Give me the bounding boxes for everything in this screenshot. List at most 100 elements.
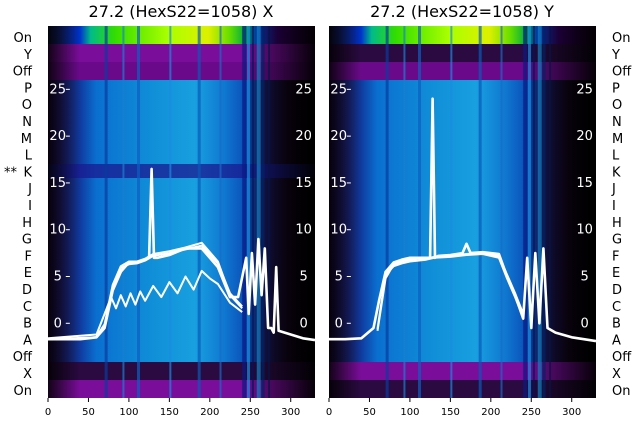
heatmap-panel-x: 0 0 5 5 10 10 15 15 20 20 25 25 [48, 26, 315, 398]
row-label: I [612, 199, 616, 214]
x-tick-label: 50 [363, 407, 376, 418]
x-tick-label: 100 [400, 407, 419, 418]
row-label: A [23, 333, 32, 348]
row-label: H [612, 216, 622, 231]
y-tick-label: 0 [54, 316, 62, 331]
y-tick-label: 15 [330, 176, 347, 191]
row-label: G [22, 233, 32, 248]
y-axis-ticks: 0 0 5 5 10 10 15 15 20 20 25 25 [49, 82, 312, 331]
x-tick-label: 50 [82, 407, 95, 418]
y-tick-label: 0 [581, 316, 589, 331]
marked-row-indicator: ** [4, 165, 18, 180]
y-tick-label: 20 [295, 129, 312, 144]
row-label: M [21, 132, 32, 147]
row-label: F [612, 249, 619, 264]
y-tick-label: 10 [49, 223, 66, 238]
x-tick-label: 150 [160, 407, 179, 418]
x-tick-label: 150 [441, 407, 460, 418]
row-label: A [612, 333, 621, 348]
trace-lines [48, 167, 315, 342]
y-tick-label: 0 [300, 316, 308, 331]
row-label: On [612, 384, 630, 399]
x-axis-ticks-y: 0 50 100 150 200 250 300 [326, 398, 581, 418]
y-tick-label: 15 [576, 176, 593, 191]
row-label: On [14, 31, 32, 46]
row-label: B [23, 317, 32, 332]
y-tick-label: 25 [330, 82, 347, 97]
chart-title-x: 27.2 (HexS22=1058) X [89, 2, 274, 21]
row-label: M [612, 132, 623, 147]
y-tick-label: 5 [300, 270, 308, 285]
row-label: D [22, 283, 32, 298]
row-label: F [25, 249, 32, 264]
row-label: L [25, 149, 33, 164]
y-tick-label: 20 [49, 129, 66, 144]
x-tick-label: 200 [481, 407, 500, 418]
y-tick-label: 10 [576, 223, 593, 238]
y-tick-label: 0 [335, 316, 343, 331]
y-tick-label: 5 [54, 270, 62, 285]
trace-line [329, 97, 596, 343]
heatmap-edge-shading [329, 26, 596, 398]
x-tick-label: 100 [119, 407, 138, 418]
row-label: X [23, 367, 32, 382]
row-label: Off [612, 65, 632, 80]
heatmap-edge-shading [48, 26, 315, 398]
y-tick-label: 10 [295, 223, 312, 238]
trace-line [95, 241, 243, 337]
row-label: C [23, 300, 32, 315]
heatmap-panel-y: 0 0 5 5 10 10 15 15 20 20 25 25 [329, 26, 596, 398]
row-label: X [612, 367, 621, 382]
x-tick-label: 250 [241, 407, 260, 418]
row-label: Off [13, 350, 33, 365]
y-tick-label: 15 [295, 176, 312, 191]
row-label: K [612, 165, 621, 180]
row-label: E [612, 266, 620, 281]
x-tick-label: 250 [522, 407, 541, 418]
row-label: B [612, 317, 621, 332]
row-label: P [24, 81, 32, 96]
trace-line [376, 253, 525, 330]
x-tick-label: 300 [562, 407, 581, 418]
row-label: Off [13, 65, 33, 80]
x-tick-label: 0 [45, 407, 51, 418]
row-label: K [23, 165, 32, 180]
row-label: N [22, 115, 32, 130]
row-label: On [612, 31, 630, 46]
x-tick-label: 0 [326, 407, 332, 418]
x-tick-label: 200 [200, 407, 219, 418]
row-label: L [612, 149, 620, 164]
row-label: O [22, 98, 32, 113]
row-label: P [612, 81, 620, 96]
row-label: Off [612, 350, 632, 365]
y-tick-label: 25 [49, 82, 66, 97]
y-tick-label: 10 [330, 223, 347, 238]
y-tick-label: 25 [576, 82, 593, 97]
y-tick-label: 5 [335, 270, 343, 285]
y-tick-label: 15 [49, 176, 66, 191]
row-label: N [612, 115, 622, 130]
row-label: E [24, 266, 32, 281]
trace-line [48, 269, 243, 340]
y-tick-label: 25 [295, 82, 312, 97]
y-tick-label: 20 [330, 129, 347, 144]
x-axis-ticks-x: 0 50 100 150 200 250 300 [45, 398, 300, 418]
row-label: Y [23, 48, 32, 63]
trace-lines [329, 97, 596, 343]
y-tick-label: 20 [576, 129, 593, 144]
row-label: J [611, 182, 616, 197]
row-label: On [14, 384, 32, 399]
x-tick-label: 300 [281, 407, 300, 418]
chart-title-y: 27.2 (HexS22=1058) Y [370, 2, 554, 21]
row-label: O [612, 98, 622, 113]
trace-line [48, 167, 315, 342]
row-label: C [612, 300, 621, 315]
y-tick-label: 5 [581, 270, 589, 285]
row-label: Y [611, 48, 620, 63]
row-label: H [22, 216, 32, 231]
row-label: D [612, 283, 622, 298]
row-label: J [27, 182, 32, 197]
